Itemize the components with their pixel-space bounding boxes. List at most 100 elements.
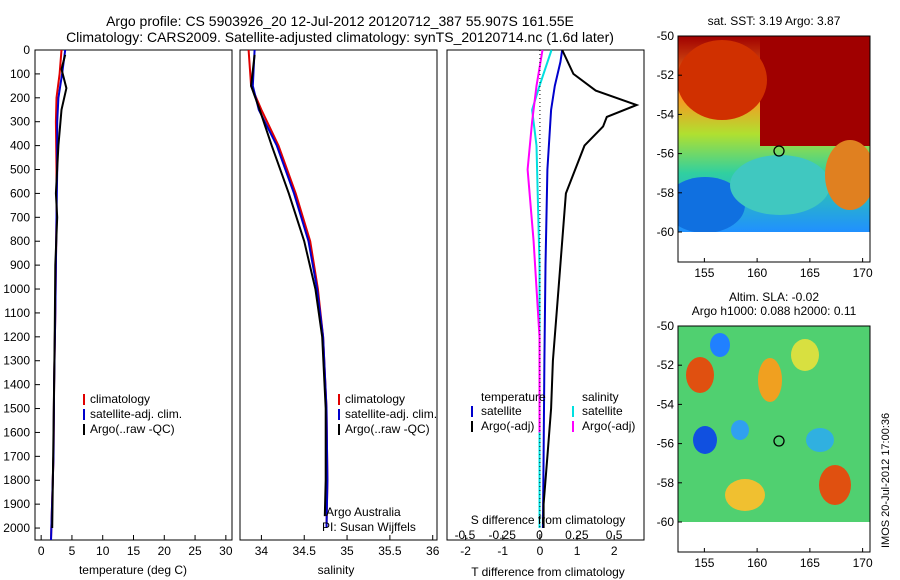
series-line-argo-raw-qc bbox=[51, 54, 68, 529]
series-line-temperature-argo-adj bbox=[542, 49, 640, 528]
map-y-tick-label: -54 bbox=[657, 107, 675, 121]
y-tick-label: 1100 bbox=[4, 306, 30, 320]
map-y-tick-label: -50 bbox=[657, 29, 675, 43]
temperature-xlabel: temperature (deg C) bbox=[79, 563, 187, 577]
y-tick-label: 100 bbox=[10, 67, 30, 81]
sla-low bbox=[710, 333, 730, 357]
legend-label-argo: Argo(..raw -QC) bbox=[90, 422, 175, 436]
y-tick-label: 1600 bbox=[3, 425, 30, 439]
t-difference-xlabel: T difference from climatology bbox=[471, 565, 625, 579]
series-line-argo-raw-qc bbox=[250, 54, 327, 517]
series-line-salinity-argo-adj bbox=[526, 49, 544, 433]
sla-map-title-2: Argo h1000: 0.088 h2000: 0.11 bbox=[692, 304, 857, 318]
temperature-panel: 0100200300400500600700800900100011001200… bbox=[3, 43, 233, 577]
map-y-tick-label: -52 bbox=[657, 358, 675, 372]
legend-mark-t-argo bbox=[471, 421, 473, 432]
map-y-tick-label: -56 bbox=[657, 437, 675, 451]
sst-missing-area bbox=[678, 232, 870, 262]
temperature-axes bbox=[34, 49, 233, 541]
legend-mark-argo bbox=[338, 424, 340, 435]
temperature-legend: climatology satellite-adj. clim. Argo(..… bbox=[83, 392, 182, 436]
map-x-tick-label: 160 bbox=[747, 556, 767, 570]
sla-map-axes bbox=[677, 325, 871, 553]
map-y-tick-label: -60 bbox=[657, 225, 675, 239]
credit-line-1: Argo Australia bbox=[326, 505, 401, 519]
argo-location-marker bbox=[773, 435, 785, 447]
legend-mark-s-satellite bbox=[572, 406, 574, 417]
x-tick-label: -1 bbox=[497, 544, 508, 558]
legend-label-s-argo: Argo(-adj) bbox=[582, 419, 635, 433]
sst-map-panel: sat. SST: 3.19 Argo: 3.87 155 160 165 170 -5… bbox=[657, 14, 873, 280]
x-tick-label: 0 bbox=[537, 544, 544, 558]
sst-map-axes bbox=[677, 35, 871, 263]
sst-map-title: sat. SST: 3.19 Argo: 3.87 bbox=[708, 14, 841, 28]
s-tick-label: 0.25 bbox=[565, 528, 589, 542]
legend-mark-t-satellite bbox=[471, 406, 473, 417]
salinity-legend: climatology satellite-adj. clim. Argo(..… bbox=[338, 392, 437, 436]
y-tick-label: 1000 bbox=[3, 282, 30, 296]
legend-mark-satellite bbox=[338, 409, 340, 420]
x-tick-label: 5 bbox=[69, 544, 76, 558]
s-tick-label: -0.5 bbox=[455, 528, 476, 542]
sst-mid-blob bbox=[730, 155, 830, 215]
sst-warm-edge bbox=[825, 140, 870, 210]
y-tick-label: 700 bbox=[10, 210, 30, 224]
map-y-tick-label: -50 bbox=[657, 319, 675, 333]
x-tick-label: -2 bbox=[460, 544, 471, 558]
map-x-tick-label: 165 bbox=[800, 266, 820, 280]
argo-location-marker bbox=[773, 145, 785, 157]
title-line-1: Argo profile: CS 5903926_20 12-Jul-2012 … bbox=[106, 13, 574, 29]
difference-legend: temperature salinity satellite Argo(-adj… bbox=[471, 390, 635, 433]
map-y-tick-label: -52 bbox=[657, 68, 675, 82]
y-tick-label: 300 bbox=[10, 115, 30, 129]
legend-label-satellite: satellite-adj. clim. bbox=[90, 407, 182, 421]
imos-timestamp: IMOS 20-Jul-2012 17:00:36 bbox=[880, 413, 892, 548]
sst-warm-region bbox=[760, 36, 870, 146]
y-tick-label: 200 bbox=[10, 91, 30, 105]
map-x-tick-label: 170 bbox=[853, 556, 873, 570]
sla-high bbox=[791, 339, 819, 371]
x-tick-label: 34 bbox=[255, 544, 269, 558]
map-y-tick-label: -58 bbox=[657, 186, 675, 200]
y-tick-label: 1400 bbox=[3, 378, 30, 392]
map-x-tick-label: 165 bbox=[800, 556, 820, 570]
legend-mark-argo bbox=[83, 424, 85, 435]
sla-high bbox=[686, 357, 714, 393]
credit-line-2: PI: Susan Wijffels bbox=[322, 520, 416, 534]
y-tick-label: 1200 bbox=[3, 330, 30, 344]
sla-map-panel: Altim. SLA: -0.02 Argo h1000: 0.088 h200… bbox=[657, 290, 873, 570]
y-tick-label: 800 bbox=[10, 234, 30, 248]
sla-high bbox=[819, 465, 851, 505]
legend-label-s-satellite: satellite bbox=[582, 404, 623, 418]
sla-low bbox=[731, 420, 749, 440]
sla-low bbox=[806, 428, 834, 452]
x-tick-label: 36 bbox=[426, 544, 440, 558]
x-tick-label: 20 bbox=[158, 544, 172, 558]
salinity-xlabel: salinity bbox=[318, 563, 355, 577]
y-tick-label: 400 bbox=[10, 139, 30, 153]
x-tick-label: 25 bbox=[188, 544, 202, 558]
x-tick-label: 35.5 bbox=[378, 544, 402, 558]
legend-head-temperature: temperature bbox=[481, 390, 546, 404]
y-tick-label: 600 bbox=[10, 186, 30, 200]
y-tick-label: 1700 bbox=[3, 449, 30, 463]
x-tick-label: 35 bbox=[340, 544, 354, 558]
sla-low bbox=[693, 426, 717, 454]
legend-label-argo: Argo(..raw -QC) bbox=[345, 422, 430, 436]
map-x-tick-label: 160 bbox=[747, 266, 767, 280]
y-tick-label: 2000 bbox=[3, 521, 30, 535]
legend-mark-climatology bbox=[83, 394, 85, 405]
legend-label-climatology: climatology bbox=[90, 392, 150, 406]
map-y-tick-label: -60 bbox=[657, 515, 675, 529]
legend-mark-s-argo bbox=[572, 421, 574, 432]
title-line-2: Climatology: CARS2009. Satellite-adjuste… bbox=[66, 29, 614, 45]
y-tick-label: 1900 bbox=[3, 497, 30, 511]
s-tick-label: 0.5 bbox=[606, 528, 623, 542]
y-tick-label: 0 bbox=[23, 43, 30, 57]
x-tick-label: 2 bbox=[611, 544, 618, 558]
legend-label-t-satellite: satellite bbox=[481, 404, 522, 418]
y-tick-label: 500 bbox=[10, 163, 30, 177]
salinity-axes bbox=[239, 49, 438, 541]
sla-missing-area bbox=[678, 522, 870, 552]
